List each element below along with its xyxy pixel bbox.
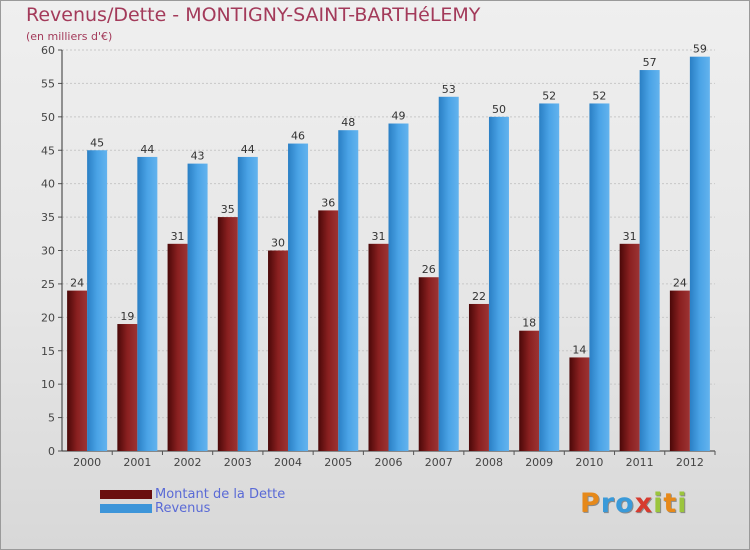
bar-revenue-2007 [438, 96, 459, 452]
bar-revenue-2002 [187, 163, 208, 451]
bar-revenue-2000 [87, 150, 108, 451]
bar-debt-2005 [318, 210, 339, 451]
logo-letter: t [663, 488, 678, 519]
y-tick-label: 45 [41, 144, 55, 157]
logo-letter: x [634, 488, 654, 519]
chart-title: Revenus/Dette - MONTIGNY-SAINT-BARTHéLEM… [26, 4, 481, 26]
data-label-revenue: 49 [392, 110, 406, 123]
y-tick-label: 30 [41, 245, 55, 258]
bar-debt-2001 [117, 324, 138, 451]
logo-letter: o [615, 488, 635, 519]
data-label-revenue: 44 [140, 143, 154, 156]
logo-letter: i [677, 488, 688, 519]
y-tick-label: 15 [41, 345, 55, 358]
legend-label-revenue: Revenus [155, 501, 211, 516]
bar-revenue-2012 [689, 56, 710, 451]
data-label-revenue: 44 [241, 143, 255, 156]
bar-revenue-2009 [539, 103, 560, 451]
y-tick-label: 35 [41, 211, 55, 224]
bar-debt-2007 [418, 277, 439, 451]
bar-revenue-2011 [639, 70, 660, 452]
y-tick-label: 5 [48, 412, 55, 425]
x-tick-label: 2005 [324, 456, 352, 469]
data-label-debt: 24 [70, 277, 84, 290]
bar-debt-2002 [167, 243, 188, 451]
chart-subtitle: (en milliers d'€) [26, 30, 113, 43]
logo-letter: i [653, 488, 664, 519]
bar-revenue-2006 [388, 123, 409, 452]
data-label-debt: 22 [472, 290, 486, 303]
data-label-debt: 31 [171, 230, 185, 243]
data-label-revenue: 46 [291, 130, 305, 143]
data-label-debt: 31 [623, 230, 637, 243]
y-tick-label: 55 [41, 77, 55, 90]
data-label-revenue: 52 [592, 89, 606, 102]
y-tick-label: 0 [48, 445, 55, 458]
data-label-debt: 36 [321, 196, 335, 209]
value-labels: 24 45 19 44 31 43 35 44 30 46 36 48 31 49 26 53 22 50 18 52… [70, 43, 707, 357]
data-label-revenue: 45 [90, 136, 104, 149]
bar-debt-2010 [569, 357, 590, 451]
bar-revenue-2008 [488, 116, 509, 451]
proxiti-logo: Proxiti [580, 488, 688, 519]
data-label-debt: 24 [673, 277, 687, 290]
x-tick-label: 2002 [174, 456, 202, 469]
bar-debt-2008 [468, 303, 489, 451]
x-tick-label: 2011 [626, 456, 654, 469]
bar-debt-2006 [368, 243, 389, 451]
legend-label-debt: Montant de la Dette [155, 487, 286, 502]
data-label-debt: 26 [422, 263, 436, 276]
x-tick-label: 2010 [575, 456, 603, 469]
data-label-revenue: 52 [542, 89, 556, 102]
bar-debt-2003 [217, 217, 238, 451]
y-tick-label: 50 [41, 111, 55, 124]
logo-letter: r [600, 488, 616, 519]
data-label-debt: 18 [522, 317, 536, 330]
y-tick-label: 25 [41, 278, 55, 291]
x-tick-label: 2007 [425, 456, 453, 469]
x-tick-label: 2001 [123, 456, 151, 469]
x-tick-label: 2000 [73, 456, 101, 469]
data-label-debt: 35 [221, 203, 235, 216]
data-label-debt: 31 [372, 230, 386, 243]
data-label-debt: 14 [572, 343, 586, 356]
bar-revenue-2010 [589, 103, 610, 451]
y-tick-label: 60 [41, 44, 55, 57]
bar-revenue-2003 [237, 156, 258, 451]
bar-debt-2000 [67, 290, 88, 451]
bar-revenue-2001 [137, 156, 158, 451]
bar-debt-2004 [268, 250, 289, 451]
logo-letter: P [580, 488, 601, 519]
data-label-revenue: 50 [492, 103, 506, 116]
y-tick-label: 40 [41, 178, 55, 191]
data-label-debt: 19 [120, 310, 134, 323]
x-tick-label: 2003 [224, 456, 252, 469]
bar-revenue-2005 [338, 130, 359, 451]
x-tick-label: 2009 [525, 456, 553, 469]
bar-debt-2009 [519, 330, 540, 451]
bar-revenue-2004 [288, 143, 309, 452]
bar-debt-2011 [619, 243, 640, 451]
data-label-debt: 30 [271, 237, 285, 250]
legend-swatch-debt [100, 490, 152, 499]
y-tick-label: 20 [41, 311, 55, 324]
data-label-revenue: 48 [341, 116, 355, 129]
legend-swatch-revenue [100, 504, 152, 513]
data-label-revenue: 59 [693, 43, 707, 56]
x-tick-label: 2008 [475, 456, 503, 469]
x-tick-label: 2006 [375, 456, 403, 469]
x-tick-label: 2012 [676, 456, 704, 469]
x-tick-label: 2004 [274, 456, 302, 469]
data-label-revenue: 43 [191, 150, 205, 163]
bars [67, 56, 710, 452]
data-label-revenue: 57 [643, 56, 657, 69]
bar-debt-2012 [669, 290, 690, 451]
data-label-revenue: 53 [442, 83, 456, 96]
y-tick-label: 10 [41, 378, 55, 391]
